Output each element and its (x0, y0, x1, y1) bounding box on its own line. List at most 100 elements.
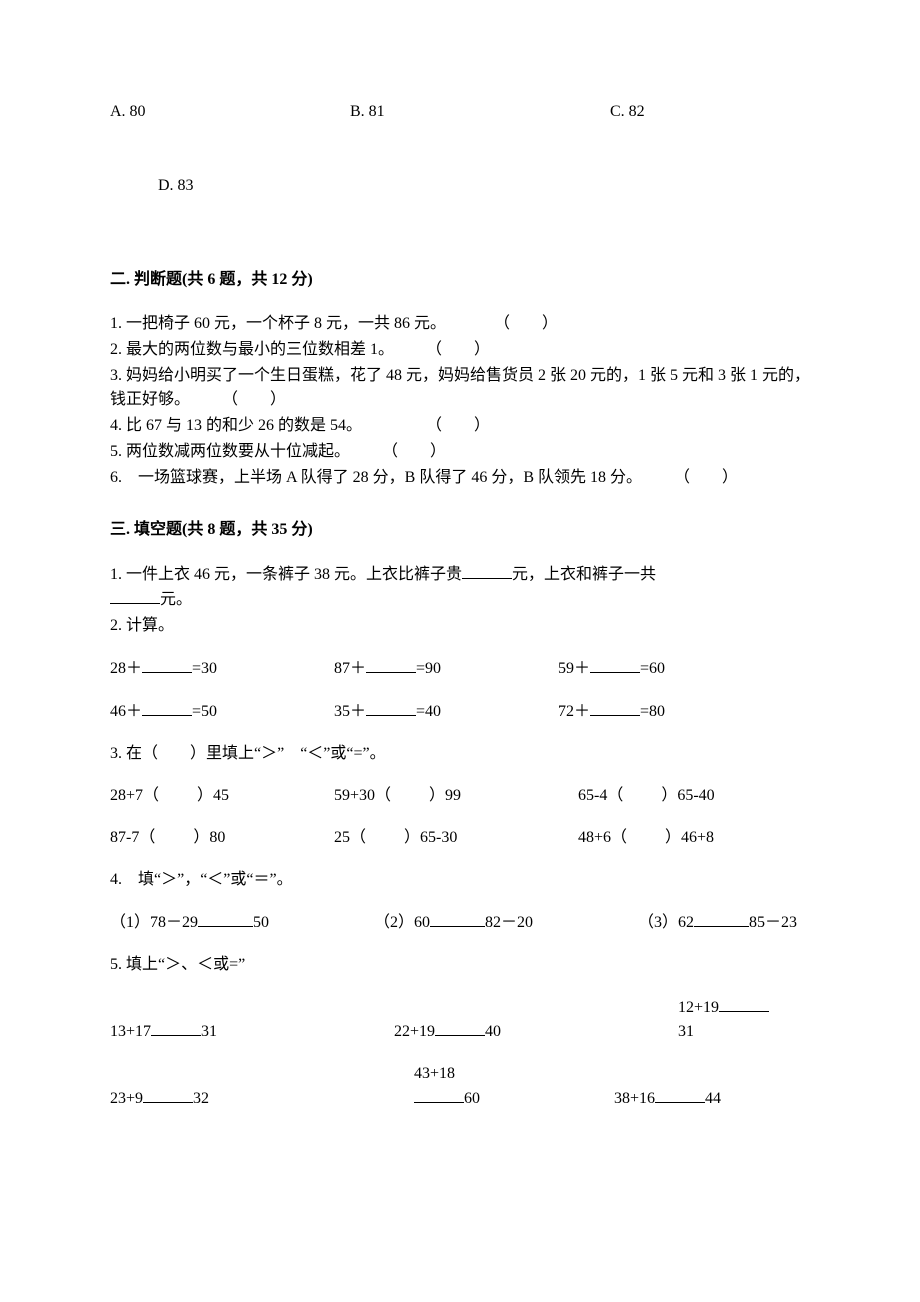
s3-q2-row1: 28＋=30 87＋ =90 59＋ =60 (110, 656, 810, 681)
s2-q4: 4. 比 67 与 13 的和少 26 的数是 54。 （ ） (110, 414, 810, 438)
cmp-item: 65-4（ ）65-40 (578, 784, 715, 808)
text: 44 (705, 1087, 721, 1111)
option-d: D. 83 (158, 177, 194, 194)
blank (110, 587, 160, 604)
text: =60 (640, 657, 665, 681)
text: ）65-30 (404, 826, 457, 850)
text: ）45 (197, 784, 229, 808)
blank (719, 995, 769, 1012)
cmp-item: 13+17 31 (110, 1019, 390, 1044)
text: 59+30（ (334, 784, 391, 808)
blank (142, 699, 192, 716)
text: ）65-40 (661, 784, 714, 808)
s3-q3-row2: 87-7（ ）80 25（ ）65-30 48+6（ ）46+8 (110, 826, 810, 850)
blank (462, 562, 512, 579)
s3-q1: 1. 一件上衣 46 元，一条裤子 38 元。上衣比裤子贵 元，上衣和裤子一共元。 (110, 562, 810, 612)
section-3-title: 三. 填空题(共 8 题，共 35 分) (110, 518, 810, 542)
blank (414, 1086, 464, 1103)
text: 35＋ (334, 700, 366, 724)
blank (142, 656, 192, 673)
blank (143, 1086, 193, 1103)
text: =90 (416, 657, 441, 681)
section-2-title: 二. 判断题(共 6 题，共 12 分) (110, 268, 810, 292)
text: 31 (678, 1020, 694, 1044)
s2-q3: 3. 妈妈给小明买了一个生日蛋糕，花了 48 元，妈妈给售货员 2 张 20 元… (110, 364, 810, 412)
blank (151, 1019, 201, 1036)
blank (366, 656, 416, 673)
mc-options-row: A. 80 B. 81 C. 82 (110, 100, 810, 124)
text: （3）62 (638, 911, 694, 935)
blank (590, 656, 640, 673)
text: 50 (253, 911, 269, 935)
s2-q5: 5. 两位数减两位数要从十位减起。 （ ） (110, 440, 810, 464)
cmp-item: （2）60 82－20 (374, 910, 634, 935)
text: 43+18 (414, 1062, 455, 1086)
text: =80 (640, 700, 665, 724)
cmp-item: 22+19 40 (394, 1019, 674, 1044)
text: 87-7（ (110, 826, 155, 850)
cmp-item: 48+6（ ）46+8 (578, 826, 714, 850)
cmp-item: 38+16 44 (614, 1086, 721, 1111)
blank (590, 699, 640, 716)
s3-q1-part-b: 元，上衣和裤子一共 (512, 566, 656, 583)
text: 22+19 (394, 1020, 435, 1044)
cmp-item: 28+7（ ）45 (110, 784, 330, 808)
text: ）80 (193, 826, 225, 850)
cmp-item: 23+9 32 (110, 1086, 410, 1111)
blank (198, 910, 253, 927)
cmp-item: 59+30（）99 (334, 784, 574, 808)
blank (694, 910, 749, 927)
s3-q5-row1: 13+1731 22+1940 12+1931 (110, 995, 810, 1044)
text: 60 (464, 1087, 480, 1111)
text: 65-4（ (578, 784, 623, 808)
document-page: A. 80 B. 81 C. 82 D. 83 二. 判断题(共 6 题，共 1… (0, 0, 920, 1189)
option-d-row: D. 83 (158, 174, 810, 198)
text: 31 (201, 1020, 217, 1044)
cmp-item: 43+18 60 (414, 1062, 480, 1111)
option-a: A. 80 (110, 100, 350, 124)
s3-q2-title: 2. 计算。 (110, 614, 810, 638)
cmp-item: 87-7（ ）80 (110, 826, 330, 850)
s2-q2: 2. 最大的两位数与最小的三位数相差 1。 （ ） (110, 338, 810, 362)
text: =50 (192, 700, 217, 724)
calc-item: 72＋ =80 (558, 699, 665, 724)
s3-q5-title: 5. 填上“＞、＜或=” (110, 953, 810, 977)
s2-q1: 1. 一把椅子 60 元，一个杯子 8 元，一共 86 元。 （ ） (110, 312, 810, 336)
s3-q1-part-a: 1. 一件上衣 46 元，一条裤子 38 元。上衣比裤子贵 (110, 566, 462, 583)
text: 72＋ (558, 700, 590, 724)
text: 87＋ (334, 657, 366, 681)
text: 32 (193, 1087, 209, 1111)
s3-q1-part-c: 元。 (160, 591, 192, 608)
calc-item: 87＋ =90 (334, 656, 554, 681)
text: 59＋ (558, 657, 590, 681)
s2-q6: 6. 一场篮球赛，上半场 A 队得了 28 分，B 队得了 46 分，B 队领先… (110, 466, 810, 490)
text: （2）60 (374, 911, 430, 935)
text: =40 (416, 700, 441, 724)
blank (655, 1086, 705, 1103)
cmp-item: （3）6285－23 (638, 910, 797, 935)
text: 48+6（ (578, 826, 627, 850)
s3-q4-title: 4. 填“＞”，“＜”或“＝”。 (110, 868, 810, 892)
s3-q5-row2: 23+9 32 43+18 60 38+16 44 (110, 1062, 810, 1111)
calc-item: 28＋=30 (110, 656, 330, 681)
option-c: C. 82 (610, 100, 810, 124)
text: 25（ (334, 826, 366, 850)
s3-q4-row: （1）78－29 50 （2）60 82－20 （3）6285－23 (110, 910, 810, 935)
s3-q3-row1: 28+7（ ）45 59+30（）99 65-4（ ）65-40 (110, 784, 810, 808)
text: 28＋ (110, 657, 142, 681)
text: 82－20 (485, 911, 533, 935)
blank (430, 910, 485, 927)
text: 28+7（ (110, 784, 159, 808)
cmp-item: （1）78－29 50 (110, 910, 370, 935)
text: 13+17 (110, 1020, 151, 1044)
blank (366, 699, 416, 716)
cmp-item: 25（ ）65-30 (334, 826, 574, 850)
s3-q3-title: 3. 在（ ）里填上“＞” “＜”或“=”。 (110, 742, 810, 766)
s3-q2-row2: 46＋=50 35＋=40 72＋=80 (110, 699, 810, 724)
text: ）46+8 (665, 826, 714, 850)
text: （1）78－29 (110, 911, 198, 935)
text: 40 (485, 1020, 501, 1044)
text: 23+9 (110, 1087, 143, 1111)
text: 38+16 (614, 1087, 655, 1111)
blank (435, 1019, 485, 1036)
